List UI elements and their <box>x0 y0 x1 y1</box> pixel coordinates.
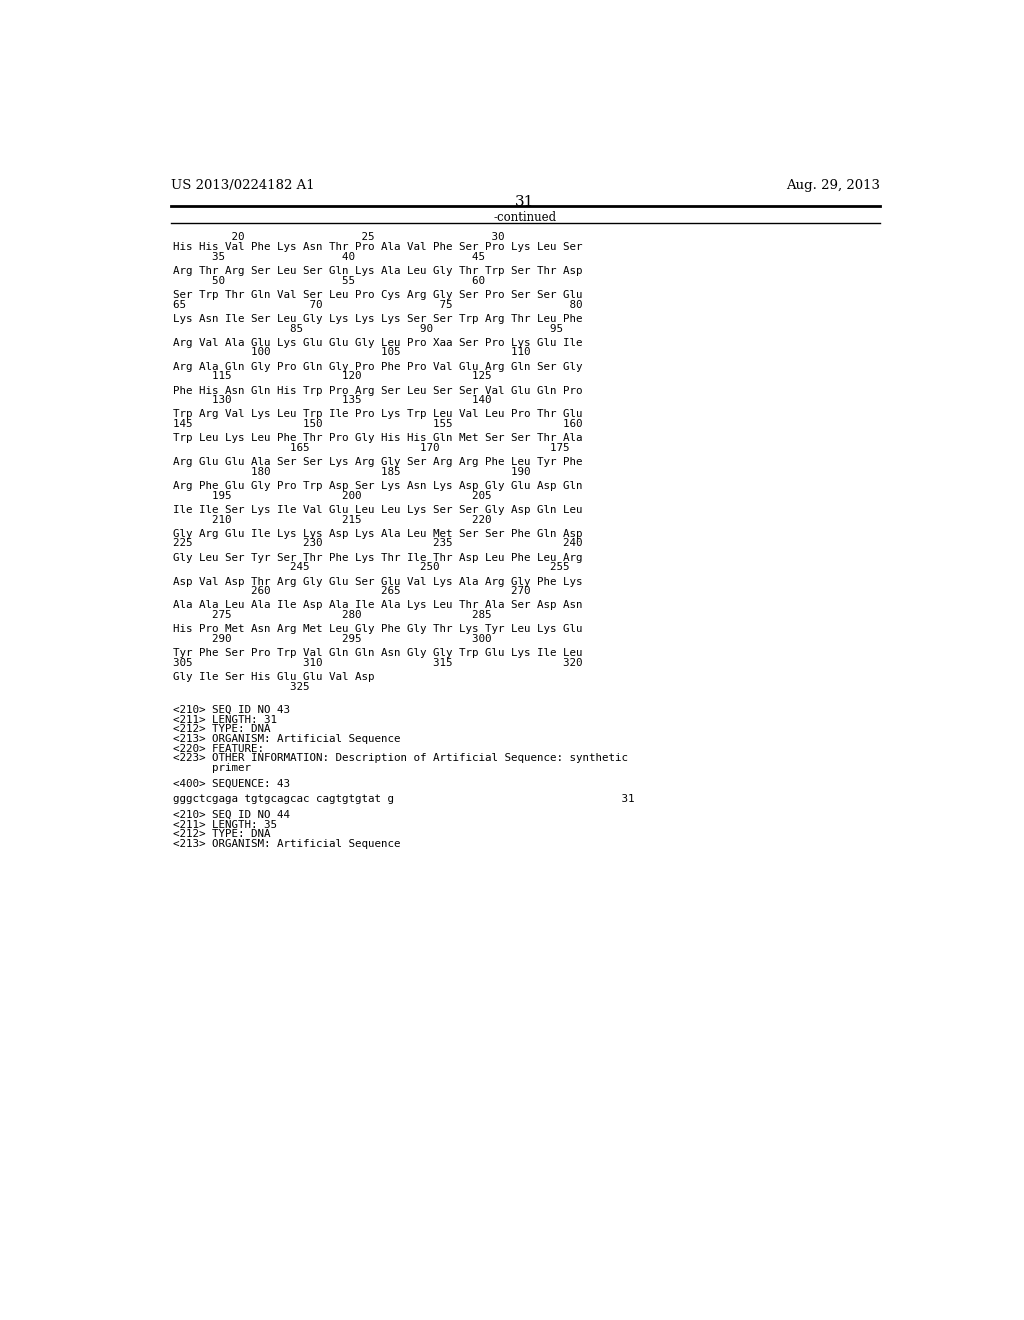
Text: His His Val Phe Lys Asn Thr Pro Ala Val Phe Ser Pro Lys Leu Ser: His His Val Phe Lys Asn Thr Pro Ala Val … <box>173 243 583 252</box>
Text: gggctcgaga tgtgcagcac cagtgtgtat g                                   31: gggctcgaga tgtgcagcac cagtgtgtat g 31 <box>173 795 635 804</box>
Text: 31: 31 <box>515 195 535 210</box>
Text: 65                   70                  75                  80: 65 70 75 80 <box>173 300 583 310</box>
Text: <210> SEQ ID NO 44: <210> SEQ ID NO 44 <box>173 810 290 820</box>
Text: <211> LENGTH: 35: <211> LENGTH: 35 <box>173 820 276 830</box>
Text: <211> LENGTH: 31: <211> LENGTH: 31 <box>173 714 276 725</box>
Text: Ser Trp Thr Gln Val Ser Leu Pro Cys Arg Gly Ser Pro Ser Ser Glu: Ser Trp Thr Gln Val Ser Leu Pro Cys Arg … <box>173 290 583 300</box>
Text: Gly Ile Ser His Glu Glu Val Asp: Gly Ile Ser His Glu Glu Val Asp <box>173 672 375 682</box>
Text: 325: 325 <box>173 681 309 692</box>
Text: Aug. 29, 2013: Aug. 29, 2013 <box>785 180 880 193</box>
Text: His Pro Met Asn Arg Met Leu Gly Phe Gly Thr Lys Tyr Leu Lys Glu: His Pro Met Asn Arg Met Leu Gly Phe Gly … <box>173 624 583 634</box>
Text: 210                 215                 220: 210 215 220 <box>173 515 492 524</box>
Text: <212> TYPE: DNA: <212> TYPE: DNA <box>173 725 270 734</box>
Text: Trp Arg Val Lys Leu Trp Ile Pro Lys Trp Leu Val Leu Pro Thr Glu: Trp Arg Val Lys Leu Trp Ile Pro Lys Trp … <box>173 409 583 420</box>
Text: US 2013/0224182 A1: US 2013/0224182 A1 <box>171 180 314 193</box>
Text: 275                 280                 285: 275 280 285 <box>173 610 492 620</box>
Text: 115                 120                 125: 115 120 125 <box>173 371 492 381</box>
Text: Arg Ala Gln Gly Pro Gln Gly Pro Phe Pro Val Glu Arg Gln Ser Gly: Arg Ala Gln Gly Pro Gln Gly Pro Phe Pro … <box>173 362 583 372</box>
Text: Asp Val Asp Thr Arg Gly Glu Ser Glu Val Lys Ala Arg Gly Phe Lys: Asp Val Asp Thr Arg Gly Glu Ser Glu Val … <box>173 577 583 586</box>
Text: 195                 200                 205: 195 200 205 <box>173 491 492 500</box>
Text: 35                  40                  45: 35 40 45 <box>173 252 485 261</box>
Text: 130                 135                 140: 130 135 140 <box>173 395 492 405</box>
Text: 225                 230                 235                 240: 225 230 235 240 <box>173 539 583 548</box>
Text: 305                 310                 315                 320: 305 310 315 320 <box>173 657 583 668</box>
Text: Arg Val Ala Glu Lys Glu Glu Gly Leu Pro Xaa Ser Pro Lys Glu Ile: Arg Val Ala Glu Lys Glu Glu Gly Leu Pro … <box>173 338 583 347</box>
Text: Gly Leu Ser Tyr Ser Thr Phe Lys Thr Ile Thr Asp Leu Phe Leu Arg: Gly Leu Ser Tyr Ser Thr Phe Lys Thr Ile … <box>173 553 583 562</box>
Text: 290                 295                 300: 290 295 300 <box>173 634 492 644</box>
Text: Lys Asn Ile Ser Leu Gly Lys Lys Lys Ser Ser Trp Arg Thr Leu Phe: Lys Asn Ile Ser Leu Gly Lys Lys Lys Ser … <box>173 314 583 323</box>
Text: Ile Ile Ser Lys Ile Val Glu Leu Leu Lys Ser Ser Gly Asp Gln Leu: Ile Ile Ser Lys Ile Val Glu Leu Leu Lys … <box>173 506 583 515</box>
Text: <223> OTHER INFORMATION: Description of Artificial Sequence: synthetic: <223> OTHER INFORMATION: Description of … <box>173 754 628 763</box>
Text: Phe His Asn Gln His Trp Pro Arg Ser Leu Ser Ser Val Glu Gln Pro: Phe His Asn Gln His Trp Pro Arg Ser Leu … <box>173 385 583 396</box>
Text: 165                 170                 175: 165 170 175 <box>173 444 569 453</box>
Text: Arg Thr Arg Ser Leu Ser Gln Lys Ala Leu Gly Thr Trp Ser Thr Asp: Arg Thr Arg Ser Leu Ser Gln Lys Ala Leu … <box>173 267 583 276</box>
Text: 260                 265                 270: 260 265 270 <box>173 586 530 597</box>
Text: 180                 185                 190: 180 185 190 <box>173 467 530 477</box>
Text: 245                 250                 255: 245 250 255 <box>173 562 569 573</box>
Text: primer: primer <box>173 763 251 772</box>
Text: 50                  55                  60: 50 55 60 <box>173 276 485 286</box>
Text: -continued: -continued <box>494 211 556 224</box>
Text: 20                  25                  30: 20 25 30 <box>173 232 505 243</box>
Text: Arg Phe Glu Gly Pro Trp Asp Ser Lys Asn Lys Asp Gly Glu Asp Gln: Arg Phe Glu Gly Pro Trp Asp Ser Lys Asn … <box>173 480 583 491</box>
Text: <210> SEQ ID NO 43: <210> SEQ ID NO 43 <box>173 705 290 715</box>
Text: Gly Arg Glu Ile Lys Lys Asp Lys Ala Leu Met Ser Ser Phe Gln Asp: Gly Arg Glu Ile Lys Lys Asp Lys Ala Leu … <box>173 529 583 539</box>
Text: Arg Glu Glu Ala Ser Ser Lys Arg Gly Ser Arg Arg Phe Leu Tyr Phe: Arg Glu Glu Ala Ser Ser Lys Arg Gly Ser … <box>173 457 583 467</box>
Text: <212> TYPE: DNA: <212> TYPE: DNA <box>173 829 270 840</box>
Text: <213> ORGANISM: Artificial Sequence: <213> ORGANISM: Artificial Sequence <box>173 840 400 849</box>
Text: <400> SEQUENCE: 43: <400> SEQUENCE: 43 <box>173 779 290 788</box>
Text: <213> ORGANISM: Artificial Sequence: <213> ORGANISM: Artificial Sequence <box>173 734 400 744</box>
Text: <220> FEATURE:: <220> FEATURE: <box>173 743 264 754</box>
Text: 100                 105                 110: 100 105 110 <box>173 347 530 358</box>
Text: 85                  90                  95: 85 90 95 <box>173 323 563 334</box>
Text: Ala Ala Leu Ala Ile Asp Ala Ile Ala Lys Leu Thr Ala Ser Asp Asn: Ala Ala Leu Ala Ile Asp Ala Ile Ala Lys … <box>173 601 583 610</box>
Text: Trp Leu Lys Leu Phe Thr Pro Gly His His Gln Met Ser Ser Thr Ala: Trp Leu Lys Leu Phe Thr Pro Gly His His … <box>173 433 583 444</box>
Text: Tyr Phe Ser Pro Trp Val Gln Gln Asn Gly Gly Trp Glu Lys Ile Leu: Tyr Phe Ser Pro Trp Val Gln Gln Asn Gly … <box>173 648 583 659</box>
Text: 145                 150                 155                 160: 145 150 155 160 <box>173 418 583 429</box>
